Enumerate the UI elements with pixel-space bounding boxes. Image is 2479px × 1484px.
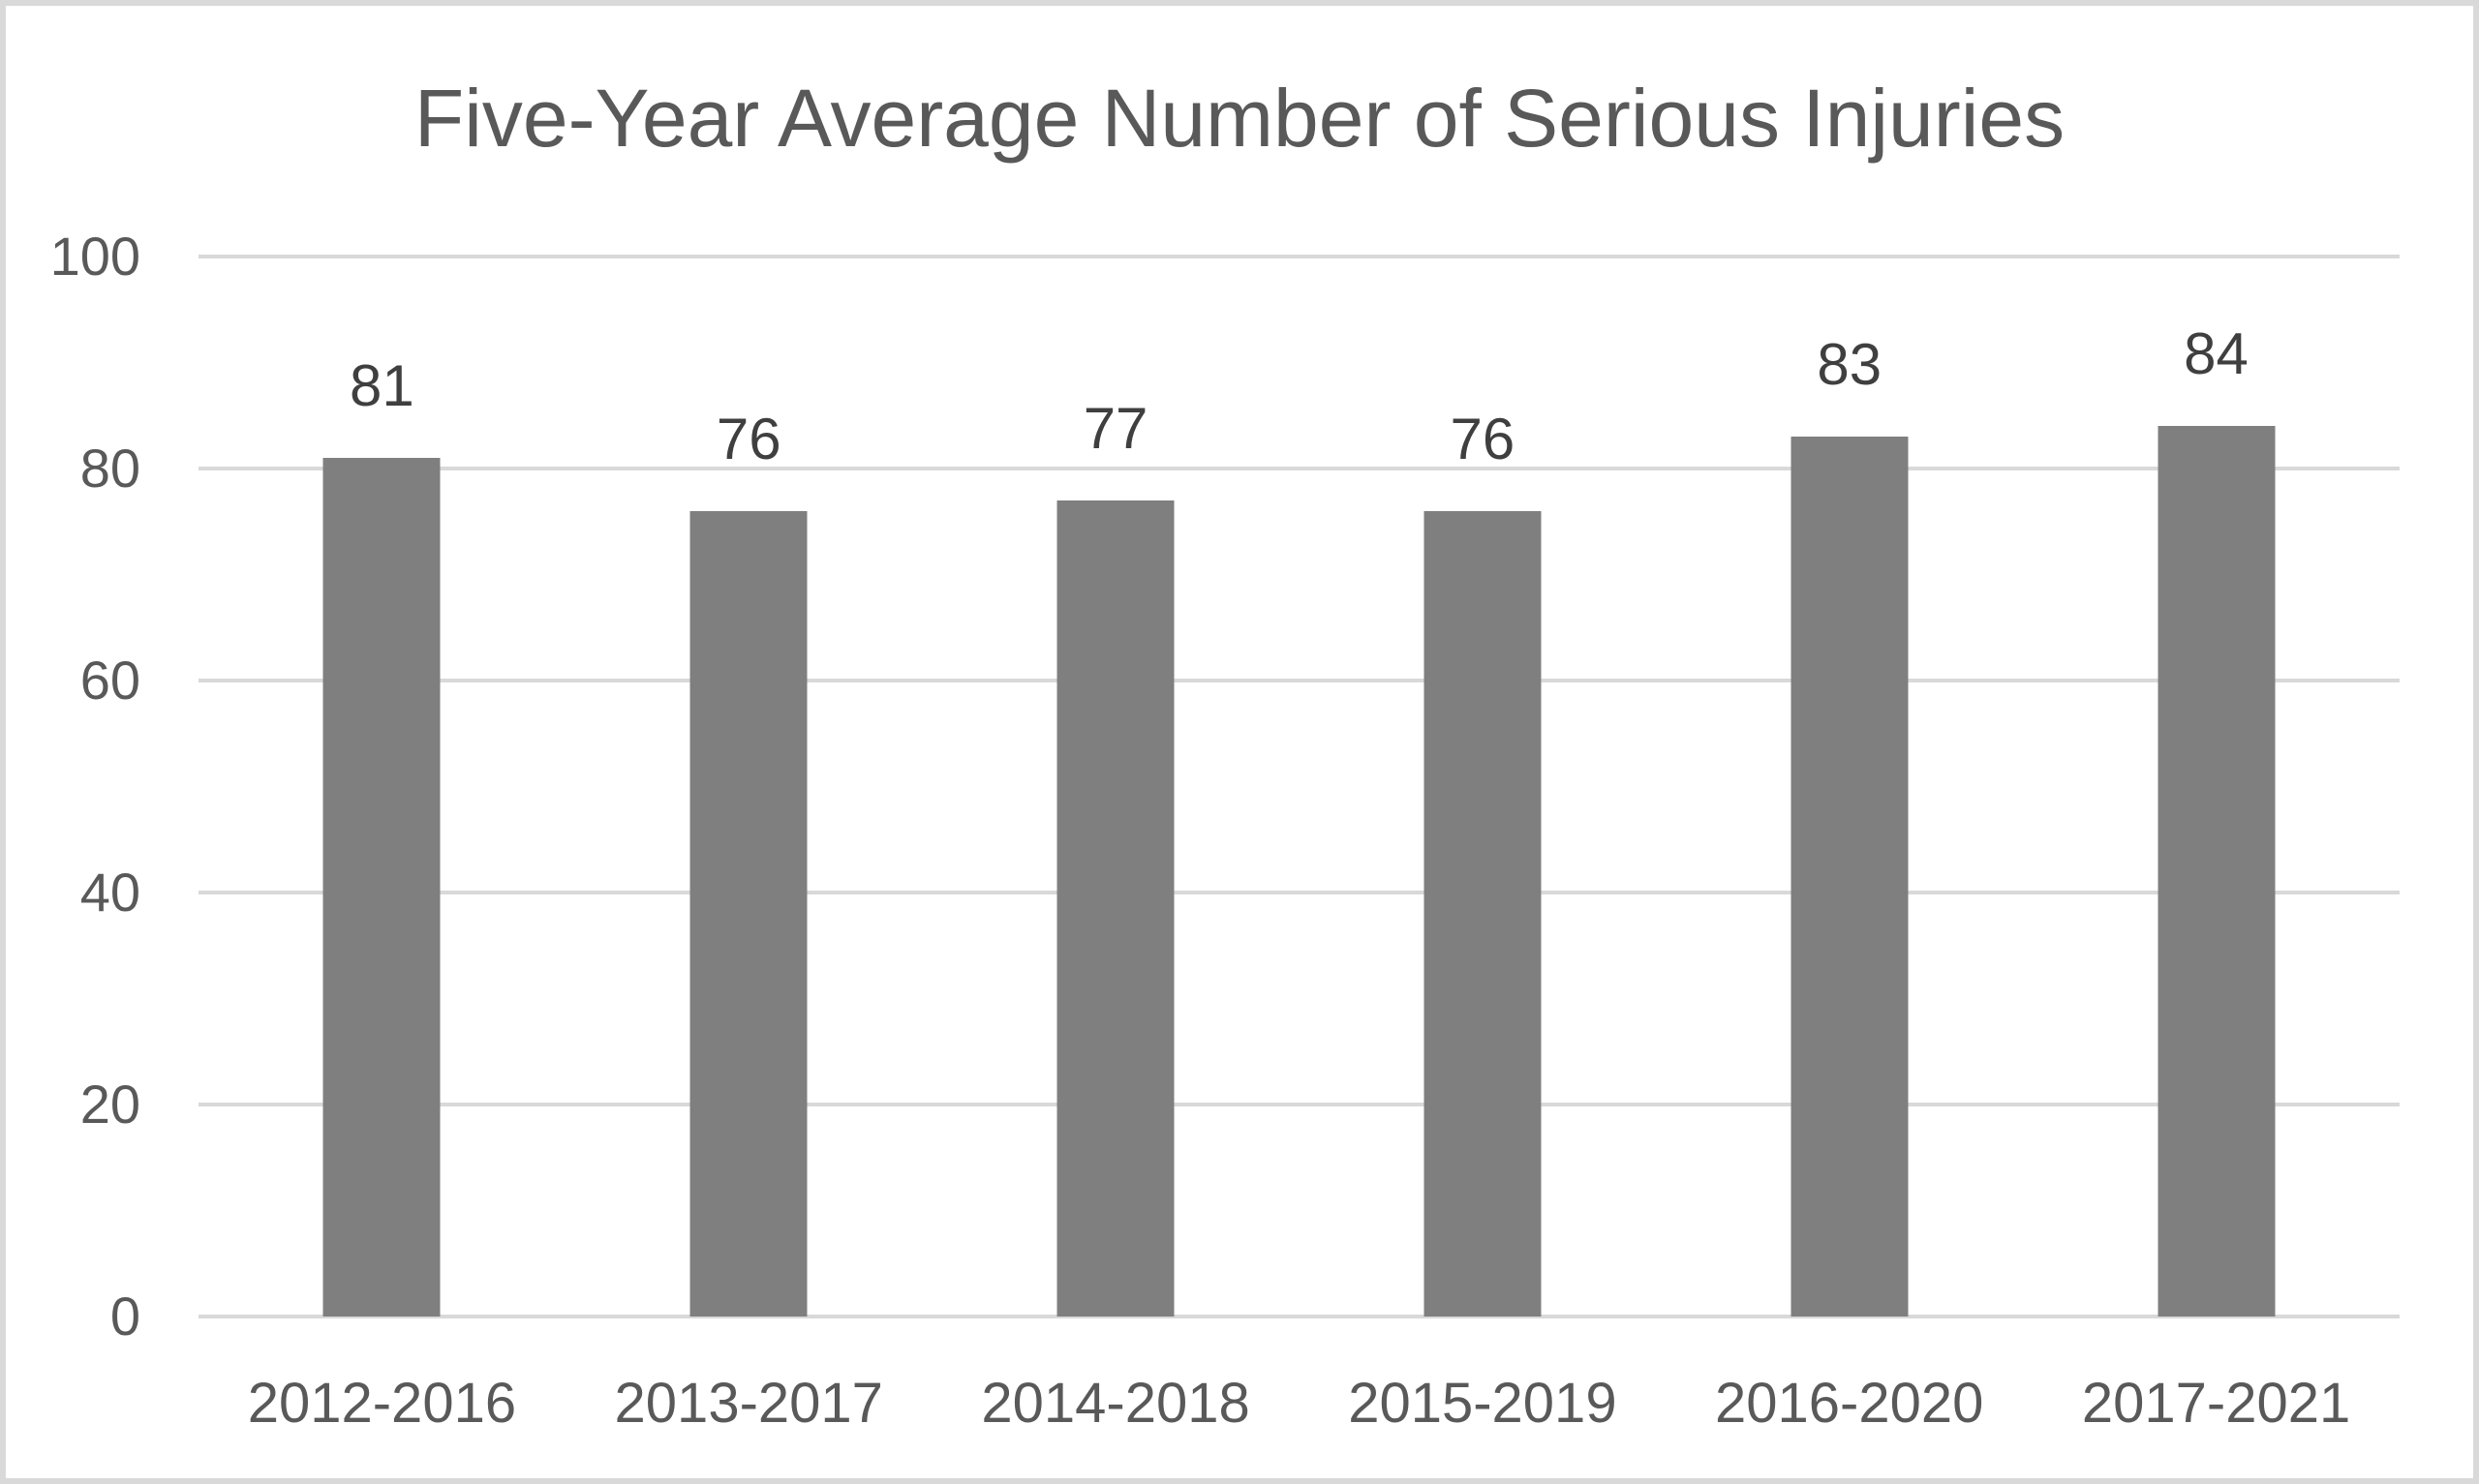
- y-tick-label: 80: [79, 438, 140, 499]
- bar-value-label: 81: [350, 353, 414, 419]
- bar-slot: 77: [933, 257, 1300, 1317]
- bar-2016-2020: [1790, 437, 1909, 1317]
- category-label: 2015-2019: [1348, 1372, 1617, 1435]
- y-tick-label: 20: [79, 1074, 140, 1135]
- chart-title: Five-Year Average Number of Serious Inju…: [413, 73, 2066, 164]
- bar-value-label: 76: [716, 406, 781, 471]
- bar-value-label: 84: [2184, 321, 2249, 387]
- bar-value-label: 76: [1450, 406, 1515, 471]
- gridline-40: [199, 891, 2400, 894]
- bar-chart: Five-Year Average Number of Serious Inju…: [6, 6, 2473, 1478]
- category-label: 2017-2021: [2081, 1372, 2351, 1435]
- bar-2012-2016: [322, 458, 441, 1317]
- bar-slot: 81: [199, 257, 566, 1317]
- bar-slot: 76: [1299, 257, 1666, 1317]
- bars-row: 81 76 77 76 83: [199, 257, 2400, 1317]
- bar-value-label: 77: [1083, 395, 1148, 461]
- category-label: 2014-2018: [981, 1372, 1250, 1435]
- category-label: 2013-2017: [614, 1372, 883, 1435]
- y-axis: 100 80 60 40 20 0: [6, 226, 140, 1347]
- category-label: 2016-2020: [1715, 1372, 1984, 1435]
- bar-2013-2017: [689, 510, 808, 1317]
- y-tick-label: 40: [79, 862, 140, 923]
- bar-value-label: 83: [1817, 332, 1882, 398]
- bar-2014-2018: [1056, 500, 1175, 1317]
- plot-area: 81 76 77 76 83: [199, 255, 2400, 1318]
- gridline-80: [199, 467, 2400, 470]
- y-tick-label: 0: [109, 1286, 140, 1347]
- bar-2015-2019: [1423, 510, 1542, 1317]
- gridline-100: [199, 255, 2400, 258]
- bar-slot: 83: [1666, 257, 2033, 1317]
- y-tick-label: 100: [49, 226, 140, 287]
- bar-slot: 76: [566, 257, 933, 1317]
- x-axis: 2012-2016 2013-2017 2014-2018 2015-2019 …: [199, 1367, 2400, 1439]
- bar-2017-2021: [2158, 426, 2276, 1317]
- gridline-0-baseline: [199, 1315, 2400, 1318]
- gridline-20: [199, 1103, 2400, 1106]
- gridline-60: [199, 679, 2400, 682]
- category-label: 2012-2016: [247, 1372, 517, 1435]
- bar-slot: 84: [2033, 257, 2400, 1317]
- y-tick-label: 60: [79, 650, 140, 711]
